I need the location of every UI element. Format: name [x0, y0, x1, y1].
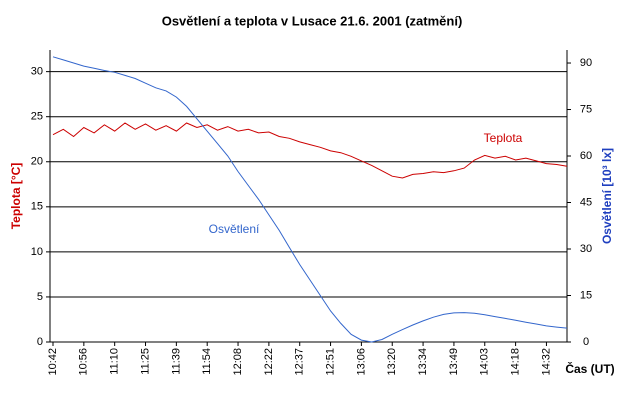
y2-tick-label: 45 — [580, 196, 592, 208]
y2-tick-label: 60 — [580, 150, 592, 162]
x-tick-label: 14:32 — [540, 348, 552, 376]
x-tick-label: 12:08 — [232, 348, 244, 376]
x-tick-label: 13:34 — [417, 348, 429, 376]
series-line — [52, 122, 568, 179]
y2-tick-label: 75 — [580, 103, 592, 115]
y2-tick-label: 30 — [580, 243, 592, 255]
x-tick-label: 12:51 — [324, 348, 336, 376]
x-tick-label: 11:10 — [109, 348, 121, 375]
series-label: Teplota — [484, 131, 523, 145]
y-tick-label: 5 — [37, 291, 43, 303]
y2-tick-label: 0 — [583, 336, 589, 348]
series-label: Osvětlení — [209, 222, 260, 236]
x-tick-label: 11:39 — [170, 348, 182, 375]
y-tick-label: 30 — [31, 66, 43, 78]
x-tick-label: 10:42 — [47, 348, 59, 376]
x-tick-label: 13:06 — [355, 348, 367, 376]
y-tick-label: 15 — [31, 201, 43, 213]
y-tick-label: 10 — [31, 246, 43, 258]
y-axis-title: Teplota [°C] — [9, 163, 23, 230]
x-tick-label: 14:18 — [510, 348, 522, 376]
x-tick-label: 11:54 — [201, 348, 213, 375]
x-axis-title: Čas (UT) — [565, 361, 614, 376]
y2-tick-label: 90 — [580, 57, 592, 69]
chart-title: Osvětlení a teplota v Lusace 21.6. 2001 … — [162, 13, 463, 28]
y2-axis-title: Osvětlení [10³ lx] — [600, 148, 614, 244]
y-tick-label: 20 — [31, 156, 43, 168]
y-tick-label: 0 — [37, 336, 43, 348]
x-tick-label: 12:37 — [294, 348, 306, 376]
series-line — [52, 56, 568, 343]
x-tick-label: 13:20 — [386, 348, 398, 376]
y-tick-label: 25 — [31, 111, 43, 123]
x-tick-label: 13:49 — [448, 348, 460, 376]
y2-tick-label: 15 — [580, 289, 592, 301]
x-tick-label: 14:03 — [479, 348, 491, 376]
x-tick-label: 12:22 — [263, 348, 275, 376]
x-tick-label: 11:25 — [139, 348, 151, 375]
x-tick-label: 10:56 — [78, 348, 90, 376]
